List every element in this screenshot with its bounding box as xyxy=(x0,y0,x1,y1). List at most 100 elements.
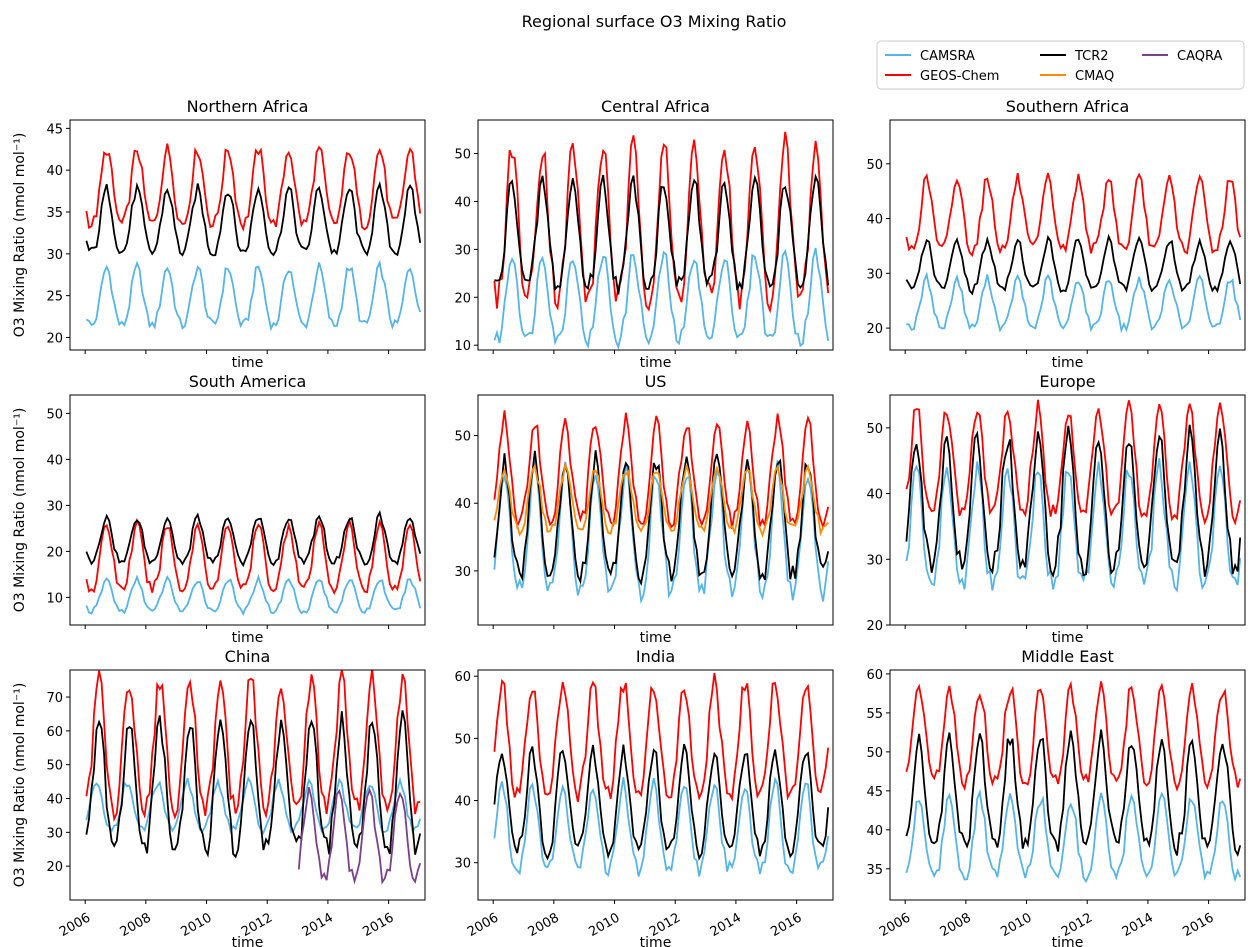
y-tick-label: 45 xyxy=(866,785,883,800)
x-axis-label: time xyxy=(232,935,264,947)
y-tick-label: 40 xyxy=(866,488,883,503)
x-tick-label: 2016 xyxy=(768,910,804,940)
panel-europe: Europe 20 30 40 50 time xyxy=(866,372,1246,646)
series-line-caqra xyxy=(297,787,422,885)
x-tick-label: 2010 xyxy=(586,910,622,940)
y-tick-label: 50 xyxy=(454,148,471,163)
y-tick-label: 30 xyxy=(46,248,63,263)
y-tick-label: 30 xyxy=(866,267,883,282)
y-tick-label: 50 xyxy=(454,732,471,747)
series-line-cmaq xyxy=(493,462,829,538)
series-line-tcr2 xyxy=(905,729,1242,857)
axes-frame xyxy=(477,394,834,626)
series-line-camsra xyxy=(905,788,1242,884)
y-tick-label: 30 xyxy=(46,499,63,514)
axes-frame xyxy=(889,119,1246,351)
legend-label-camsra: CAMSRA xyxy=(920,49,975,64)
panel-title: US xyxy=(645,372,667,391)
series-line-camsra xyxy=(85,574,422,616)
y-tick-label: 70 xyxy=(46,691,63,706)
series-line-tcr2 xyxy=(85,180,422,257)
x-axis-label: time xyxy=(1052,355,1084,371)
panel-south-america: South America 10 20 30 40 50 time O3 Mixing Rat… xyxy=(12,372,426,646)
y-tick-label: 30 xyxy=(454,565,471,580)
x-axis-label: time xyxy=(232,630,264,646)
y-tick-label: 50 xyxy=(866,422,883,437)
y-tick-label: 20 xyxy=(866,322,883,337)
x-axis-label: time xyxy=(1052,630,1084,646)
series-line-geos-chem xyxy=(493,410,830,531)
x-tick-label: 2008 xyxy=(118,910,154,940)
x-tick-label: 2010 xyxy=(178,910,214,940)
axes-frame xyxy=(477,669,834,901)
axes-frame xyxy=(69,119,426,351)
panel-title: India xyxy=(636,647,675,666)
axes-frame xyxy=(889,394,1246,626)
y-tick-label: 50 xyxy=(454,430,471,445)
panel-central-africa: Central Africa 10 20 30 40 50 time xyxy=(454,97,834,371)
y-tick-label: 40 xyxy=(866,213,883,228)
panel-title: Europe xyxy=(1039,372,1095,391)
axes-frame xyxy=(477,119,834,351)
series-line-geos-chem xyxy=(493,672,830,803)
x-tick-label: 2010 xyxy=(998,910,1034,940)
y-tick-label: 60 xyxy=(866,668,883,683)
y-tick-label: 50 xyxy=(46,759,63,774)
legend-frame xyxy=(876,40,1245,90)
series-line-geos-chem xyxy=(905,399,1242,526)
legend-label-caqra: CAQRA xyxy=(1177,49,1222,64)
panel-title: Central Africa xyxy=(601,97,710,116)
y-tick-label: 40 xyxy=(454,195,471,210)
series-line-tcr2 xyxy=(494,173,830,295)
series-line-camsra xyxy=(906,271,1242,334)
y-axis-label: O3 Mixing Ratio (nmol mol⁻¹) xyxy=(12,408,28,613)
panel-title: South America xyxy=(189,372,307,391)
series-line-camsra xyxy=(85,259,422,332)
series-line-geos-chem xyxy=(85,516,422,595)
panel-title: China xyxy=(225,647,271,666)
x-axis-label: time xyxy=(232,355,264,371)
y-tick-label: 30 xyxy=(454,857,471,872)
y-tick-label: 20 xyxy=(46,545,63,560)
series-line-tcr2 xyxy=(85,710,422,859)
y-tick-label: 40 xyxy=(866,824,883,839)
figure-title: Regional surface O3 Mixing Ratio xyxy=(522,12,787,31)
panel-title: Middle East xyxy=(1021,647,1113,666)
y-tick-label: 55 xyxy=(866,707,883,722)
x-tick-label: 2006 xyxy=(877,910,913,940)
y-tick-label: 60 xyxy=(46,725,63,740)
panels: Northern Africa 20 25 30 35 40 45 time O3 Mixing… xyxy=(12,97,1246,947)
legend-label-geos-chem: GEOS-Chem xyxy=(920,69,999,84)
y-tick-label: 40 xyxy=(46,453,63,468)
panel-southern-africa: Southern Africa 20 30 40 50 time xyxy=(866,97,1246,371)
x-axis-label: time xyxy=(1052,935,1084,947)
x-tick-label: 2006 xyxy=(465,910,501,940)
y-tick-label: 10 xyxy=(454,339,471,354)
panel-us: US 30 40 50 time xyxy=(454,372,834,646)
y-tick-label: 40 xyxy=(46,164,63,179)
y-tick-label: 25 xyxy=(46,290,63,305)
y-tick-label: 20 xyxy=(46,860,63,875)
series-line-geos-chem xyxy=(85,670,421,823)
axes-frame xyxy=(889,669,1246,901)
y-tick-label: 20 xyxy=(46,331,63,346)
series-line-camsra xyxy=(493,460,830,605)
y-tick-label: 40 xyxy=(454,497,471,512)
panel-title: Northern Africa xyxy=(187,97,309,116)
series-line-camsra xyxy=(493,247,830,350)
y-tick-label: 50 xyxy=(866,158,883,173)
axes-frame xyxy=(69,669,426,901)
series-line-geos-chem xyxy=(905,172,1242,258)
legend-label-cmaq: CMAQ xyxy=(1075,69,1114,84)
y-tick-label: 40 xyxy=(454,795,471,810)
panel-northern-africa: Northern Africa 20 25 30 35 40 45 time O3 Mixing… xyxy=(12,97,426,371)
y-tick-label: 30 xyxy=(46,826,63,841)
y-axis-label: O3 Mixing Ratio (nmol mol⁻¹) xyxy=(12,133,28,338)
series-line-geos-chem xyxy=(905,680,1242,792)
panel-title: Southern Africa xyxy=(1006,97,1130,116)
y-tick-label: 20 xyxy=(866,619,883,634)
series-line-camsra xyxy=(905,458,1242,593)
